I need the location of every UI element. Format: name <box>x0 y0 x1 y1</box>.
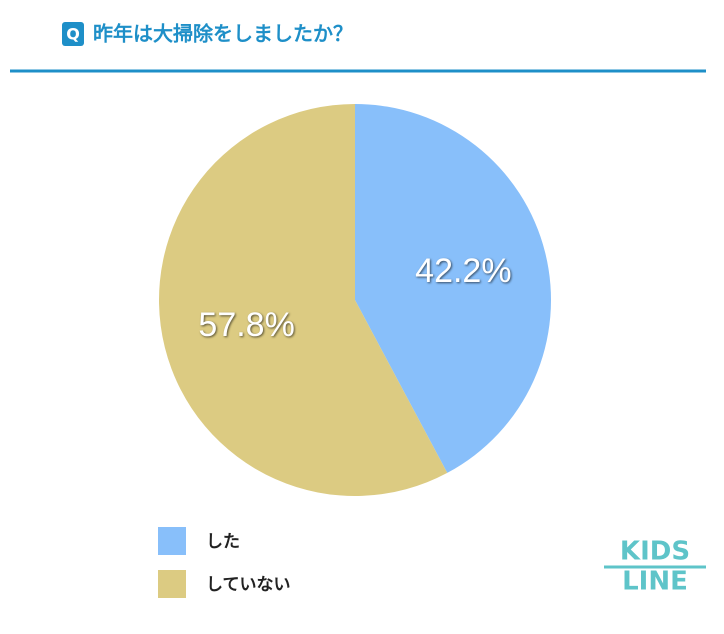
legend-swatch <box>158 570 186 598</box>
legend-label: していない <box>206 575 291 595</box>
slice-label: 57.8% <box>198 306 294 344</box>
legend-swatch <box>158 527 186 555</box>
logo: KIDS LINE <box>604 537 706 597</box>
q-badge: Q <box>66 25 80 44</box>
pie-slice <box>158 104 448 496</box>
logo-text: LINE <box>622 567 688 597</box>
legend-label: した <box>206 532 240 552</box>
logo-text: KIDS <box>620 537 690 567</box>
chart-title: 昨年は大掃除をしましたか？ <box>93 22 353 46</box>
pie: 42.2% 57.8% <box>158 104 551 496</box>
slice-label: 42.2% <box>415 252 511 290</box>
pie-slice <box>355 104 551 473</box>
q-badge-box <box>62 22 84 46</box>
